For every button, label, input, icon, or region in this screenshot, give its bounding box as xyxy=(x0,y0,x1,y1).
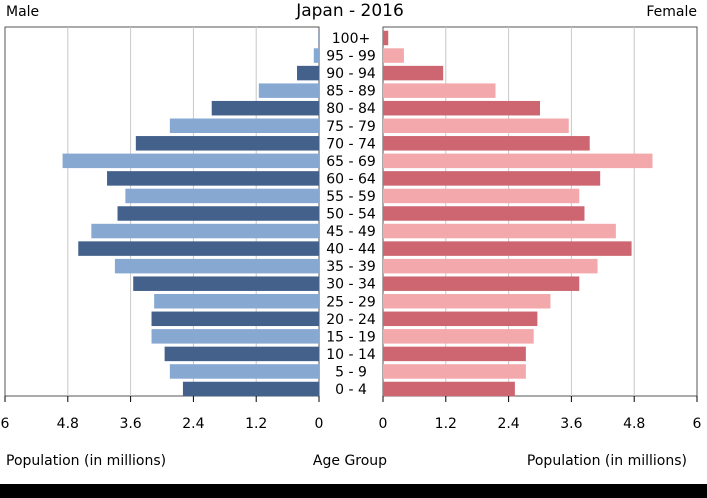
female-bar xyxy=(383,100,540,116)
male-bar xyxy=(258,83,319,98)
age-group-label: 50 - 54 xyxy=(326,207,376,223)
female-bar xyxy=(383,294,551,309)
male-bar xyxy=(297,65,319,81)
age-group-label: 40 - 44 xyxy=(326,242,376,258)
male-tick-label: 4.8 xyxy=(57,416,79,432)
chart-title: Japan - 2016 xyxy=(295,1,404,21)
female-bar xyxy=(383,30,389,46)
age-group-label: 90 - 94 xyxy=(326,66,376,82)
female-bar xyxy=(383,188,580,204)
female-bar xyxy=(383,83,496,98)
x-axis-label-left: Population (in millions) xyxy=(6,453,166,469)
female-bar xyxy=(383,223,616,239)
female-bar xyxy=(383,206,585,221)
age-group-label: 0 - 4 xyxy=(335,382,367,398)
male-bar xyxy=(154,294,319,309)
male-bar xyxy=(151,329,319,344)
female-tick-label: 2.4 xyxy=(497,416,519,432)
age-group-label: 5 - 9 xyxy=(335,364,367,380)
female-bar xyxy=(383,329,534,344)
female-bar xyxy=(383,48,404,63)
male-bar xyxy=(169,118,319,133)
male-tick-label: 3.6 xyxy=(119,416,141,432)
age-group-label: 65 - 69 xyxy=(326,154,376,170)
female-bar xyxy=(383,381,515,397)
age-group-label: 85 - 89 xyxy=(326,84,376,100)
female-panel: 0 1.2 2.4 3.6 4.8 6 xyxy=(379,26,702,432)
female-bar xyxy=(383,118,569,133)
male-bar xyxy=(313,48,319,63)
male-bar xyxy=(135,136,319,151)
x-axis-label-center: Age Group xyxy=(313,453,387,469)
female-tick-label: 6 xyxy=(693,416,702,432)
male-bar xyxy=(91,223,319,239)
male-tick-label: 6 xyxy=(1,416,10,432)
male-x-axis: 6 4.8 3.6 2.4 1.2 0 xyxy=(1,396,324,432)
age-group-label: 100+ xyxy=(332,31,370,47)
male-bar xyxy=(78,241,320,256)
female-bar xyxy=(383,241,632,256)
male-bar xyxy=(151,311,319,327)
male-bar xyxy=(133,276,319,291)
female-bars xyxy=(383,30,653,397)
female-bar xyxy=(383,171,601,186)
age-group-label: 80 - 84 xyxy=(326,101,376,117)
age-group-label: 30 - 34 xyxy=(326,277,376,293)
female-bar xyxy=(383,153,653,169)
female-bar xyxy=(383,364,526,379)
female-bar xyxy=(383,258,598,274)
male-bar xyxy=(125,188,319,204)
female-tick-label: 1.2 xyxy=(435,416,457,432)
age-group-label: 10 - 14 xyxy=(326,347,376,363)
male-tick-label: 1.2 xyxy=(245,416,267,432)
male-bar xyxy=(318,30,319,46)
male-tick-label: 0 xyxy=(315,416,324,432)
male-bar xyxy=(117,206,320,221)
male-bar xyxy=(169,364,319,379)
female-bar xyxy=(383,136,590,151)
age-group-label: 45 - 49 xyxy=(326,224,376,240)
male-bar xyxy=(164,346,319,362)
age-group-label: 25 - 29 xyxy=(326,294,376,310)
male-bars xyxy=(62,30,320,397)
x-axis-label-right: Population (in millions) xyxy=(527,453,687,469)
male-bar xyxy=(211,100,319,116)
age-group-label: 20 - 24 xyxy=(326,312,376,328)
female-tick-label: 0 xyxy=(379,416,388,432)
female-tick-label: 4.8 xyxy=(623,416,645,432)
male-bar xyxy=(107,171,319,186)
female-label: Female xyxy=(646,4,697,20)
bottom-black-bar xyxy=(0,484,707,498)
male-bar xyxy=(182,381,319,397)
age-group-label: 35 - 39 xyxy=(326,259,376,275)
age-group-label: 55 - 59 xyxy=(326,189,376,205)
female-bar xyxy=(383,346,526,362)
female-bar xyxy=(383,65,444,81)
age-group-label: 60 - 64 xyxy=(326,171,376,187)
female-bar xyxy=(383,276,580,291)
male-panel: 6 4.8 3.6 2.4 1.2 0 xyxy=(1,26,324,432)
male-label: Male xyxy=(6,4,39,20)
male-tick-label: 2.4 xyxy=(182,416,204,432)
female-x-axis: 0 1.2 2.4 3.6 4.8 6 xyxy=(379,396,702,432)
male-bar xyxy=(114,258,320,274)
age-group-label: 15 - 19 xyxy=(326,329,376,345)
female-tick-label: 3.6 xyxy=(560,416,582,432)
age-group-label: 95 - 99 xyxy=(326,49,376,65)
age-group-label: 70 - 74 xyxy=(326,136,376,152)
female-bar xyxy=(383,311,538,327)
age-group-label: 75 - 79 xyxy=(326,119,376,135)
male-bar xyxy=(62,153,320,169)
